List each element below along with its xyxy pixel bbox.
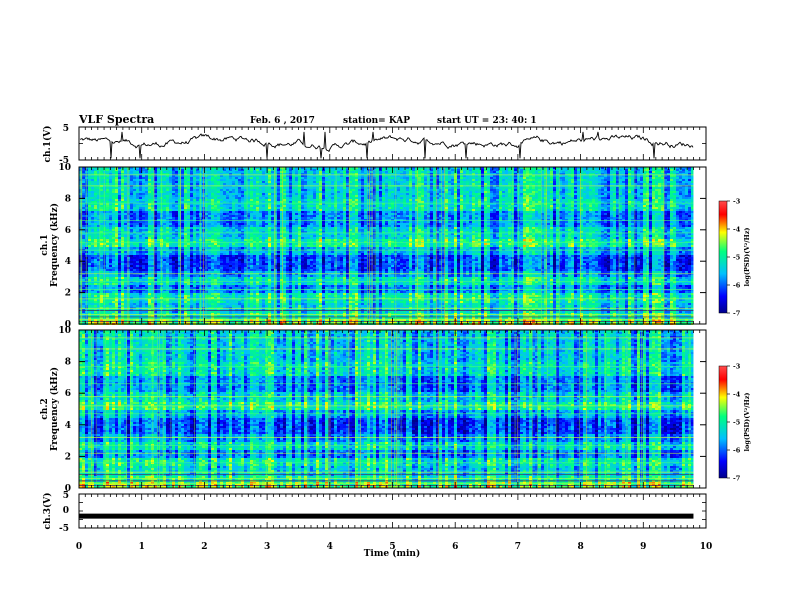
x-tick-label: 3 xyxy=(264,542,270,552)
x-tick-label: 7 xyxy=(515,542,521,552)
ch1-colorbar-tick-label: -6 xyxy=(733,282,741,290)
ch1-spec-ytick-label: 2 xyxy=(65,289,71,299)
ch1-spec-ylabel-line2: Frequency (kHz) xyxy=(49,203,60,287)
station-label: station= KAP xyxy=(343,116,410,126)
ch1-spec-ytick-label: 10 xyxy=(58,163,71,173)
ch1-spectrogram xyxy=(79,167,694,325)
x-tick-label: 4 xyxy=(327,542,333,552)
ch1-ytick-top: 5 xyxy=(63,124,69,134)
ch3-ylabel: ch.3(V) xyxy=(42,493,53,530)
ch1-colorbar-tick-label: -4 xyxy=(733,226,741,234)
ch1-colorbar-label: log(PSD)(V²/Hz) xyxy=(743,228,751,287)
ch2-spectrogram xyxy=(79,330,694,488)
ch1-spec-ylabel-line1: ch.1 xyxy=(40,234,50,255)
ch2-spec-ylabel-line2: Frequency (kHz) xyxy=(49,367,60,451)
ch3-ytick-mid: 0 xyxy=(63,506,69,516)
start-time-label: start UT = 23: 40: 1 xyxy=(437,116,537,126)
ch2-spec-ytick-label: 4 xyxy=(65,421,71,431)
date-label: Feb. 6 , 2017 xyxy=(250,116,315,126)
x-tick-label: 0 xyxy=(76,542,82,552)
ch2-colorbar xyxy=(718,365,728,479)
ch2-colorbar-tick-label: -4 xyxy=(733,391,741,399)
ch2-spec-ylabel-line1: ch.2 xyxy=(40,398,50,419)
ch2-colorbar-tick-label: -7 xyxy=(733,475,740,483)
x-tick-label: 8 xyxy=(577,542,583,552)
ch2-colorbar-tick-label: -5 xyxy=(733,419,741,427)
ch1-ytick-bottom: -5 xyxy=(59,156,69,166)
ch1-colorbar-tick-label: -7 xyxy=(733,310,740,318)
ch2-spec-ytick-label: 8 xyxy=(65,358,71,368)
ch2-spec-ytick-label: 2 xyxy=(65,452,71,462)
ch2-spec-ytick-label: 0 xyxy=(65,484,71,494)
ch2-colorbar-tick-label: -3 xyxy=(733,363,741,371)
ch1-spec-ytick-label: 4 xyxy=(65,257,71,267)
ch1-spec-ytick-label: 8 xyxy=(65,194,71,204)
ch1-colorbar-tick-label: -3 xyxy=(733,198,741,206)
ch2-colorbar-tick-label: -6 xyxy=(733,447,741,455)
x-tick-label: 1 xyxy=(139,542,145,552)
ch1-spec-ytick-label: 6 xyxy=(65,226,71,236)
x-tick-label: 2 xyxy=(201,542,207,552)
x-tick-label: 6 xyxy=(452,542,458,552)
ch2-colorbar-label: log(PSD)(V²/Hz) xyxy=(743,393,751,452)
ch1-colorbar-tick-label: -5 xyxy=(733,254,741,262)
x-axis-label: Time (min) xyxy=(364,548,421,559)
ch3-ytick-top: 5 xyxy=(63,491,69,501)
ch3-ytick-bottom: -5 xyxy=(59,524,69,534)
ch1-spec-ytick-label: 0 xyxy=(65,320,71,330)
ch1-colorbar xyxy=(718,200,728,314)
ch2-spec-ytick-label: 10 xyxy=(58,326,71,336)
x-tick-label: 5 xyxy=(389,542,395,552)
x-tick-label: 10 xyxy=(700,542,713,552)
ch1-ylabel: ch.1(V) xyxy=(42,126,53,163)
x-tick-label: 9 xyxy=(640,542,646,552)
ch2-spec-ytick-label: 6 xyxy=(65,389,71,399)
ch1-waveform-line xyxy=(79,131,694,159)
figure-title: VLF Spectra xyxy=(78,113,154,126)
